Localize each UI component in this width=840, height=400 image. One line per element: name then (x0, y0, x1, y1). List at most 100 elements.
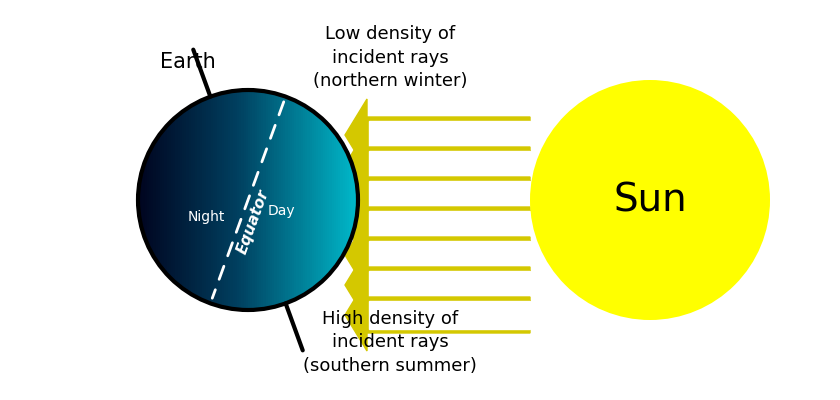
Bar (294, 100, 297, 300)
Bar (208, 97, 211, 303)
Bar (303, 105, 306, 295)
Bar (265, 92, 268, 308)
Text: Night: Night (187, 210, 225, 224)
Circle shape (138, 90, 358, 310)
FancyArrow shape (369, 241, 530, 269)
Bar (356, 178, 359, 222)
Bar (191, 106, 193, 294)
Bar (176, 117, 178, 283)
Bar (332, 128, 334, 272)
Bar (347, 152, 349, 248)
Circle shape (530, 80, 770, 320)
FancyArrow shape (369, 271, 530, 299)
Bar (237, 90, 239, 310)
Bar (241, 90, 244, 310)
Bar (325, 122, 328, 278)
Bar (230, 92, 233, 308)
Bar (310, 109, 312, 291)
Text: Sun: Sun (613, 181, 687, 219)
Bar (275, 93, 277, 307)
Bar (272, 93, 275, 307)
Bar (336, 134, 339, 266)
Bar (158, 137, 160, 263)
Bar (200, 101, 202, 299)
Bar (189, 108, 192, 292)
Bar (147, 157, 150, 243)
Bar (264, 91, 266, 309)
Bar (279, 94, 281, 306)
Bar (248, 90, 250, 310)
Bar (244, 90, 246, 310)
Bar (171, 122, 174, 278)
Bar (184, 110, 186, 290)
Bar (222, 93, 224, 307)
Bar (173, 119, 176, 281)
Bar (301, 104, 303, 296)
Bar (154, 144, 156, 256)
Bar (255, 90, 257, 310)
FancyArrow shape (345, 99, 530, 171)
Bar (305, 106, 308, 294)
Bar (206, 98, 209, 302)
Bar (250, 90, 253, 310)
Bar (292, 99, 295, 301)
Bar (144, 162, 147, 238)
Bar (333, 131, 337, 269)
Bar (354, 169, 356, 231)
Bar (226, 92, 228, 308)
Bar (259, 90, 262, 310)
Text: High density of
incident rays
(southern summer): High density of incident rays (southern … (303, 310, 477, 375)
Bar (223, 93, 227, 307)
Bar (312, 110, 314, 290)
Bar (149, 152, 152, 248)
Bar (143, 169, 145, 231)
Bar (297, 101, 299, 299)
Bar (140, 178, 143, 222)
Bar (182, 112, 185, 288)
Bar (340, 140, 343, 260)
Bar (349, 157, 352, 243)
Text: Low density of
incident rays
(northern winter): Low density of incident rays (northern w… (312, 25, 467, 90)
Bar (281, 95, 284, 305)
Bar (166, 126, 170, 274)
Bar (197, 102, 200, 298)
Bar (261, 91, 264, 309)
Bar (283, 96, 286, 304)
Bar (286, 96, 288, 304)
Bar (193, 105, 196, 295)
Bar (180, 114, 182, 286)
Bar (246, 90, 249, 310)
Bar (329, 126, 332, 274)
Bar (204, 99, 207, 301)
FancyArrow shape (345, 219, 530, 291)
Bar (328, 124, 330, 276)
Bar (343, 144, 345, 256)
Bar (290, 98, 292, 302)
Bar (211, 96, 213, 304)
Bar (318, 116, 321, 284)
Bar (218, 94, 220, 306)
Bar (195, 104, 198, 296)
FancyArrow shape (369, 301, 530, 329)
Bar (316, 114, 319, 286)
Bar (270, 92, 273, 308)
Bar (239, 90, 242, 310)
Bar (321, 117, 323, 283)
Bar (314, 112, 317, 288)
Bar (339, 137, 341, 263)
Text: Earth: Earth (160, 52, 215, 72)
Bar (186, 109, 189, 291)
Bar (268, 92, 270, 308)
Bar (287, 97, 291, 303)
Bar (169, 124, 171, 276)
Bar (202, 100, 204, 300)
FancyArrow shape (345, 129, 530, 201)
Bar (160, 134, 163, 266)
Bar (307, 108, 310, 292)
Bar (228, 92, 231, 308)
Bar (155, 140, 158, 260)
Bar (165, 128, 167, 272)
FancyArrow shape (369, 181, 530, 209)
FancyArrow shape (345, 189, 530, 261)
FancyArrow shape (369, 211, 530, 239)
